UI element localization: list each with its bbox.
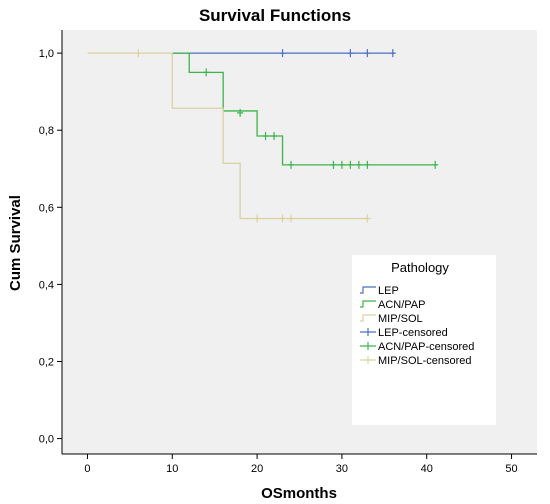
y-tick-label: 0,0 <box>39 434 54 446</box>
x-tick-label: 20 <box>251 463 263 475</box>
y-tick-label: 0,8 <box>39 125 54 137</box>
censor-mark-mip-sol <box>254 214 261 223</box>
x-axis-label: OSmonths <box>261 485 337 502</box>
axes: 0,0 0,2 0,4 0,6 0,8 1,0 0 10 20 30 40 50 <box>39 30 537 475</box>
y-tick-label: 0,2 <box>39 356 54 368</box>
y-tick-label: 0,6 <box>39 202 54 214</box>
legend-swatch-mip-sol <box>360 314 376 322</box>
legend-entry-acn-pap-censored: ACN/PAP-censored <box>378 341 474 353</box>
censor-mark-acn-pap <box>271 132 278 140</box>
series-line-mip-sol <box>87 52 368 220</box>
censor-mark-acn-pap <box>338 160 345 169</box>
censor-mark-acn-pap <box>432 160 439 169</box>
y-tick-label: 1,0 <box>39 48 54 60</box>
censor-mark-lep <box>347 49 354 58</box>
series-layer <box>87 49 439 223</box>
legend: Pathology LEP ACN/PAP MIP/SOL LEP-censored A… <box>352 255 496 425</box>
legend-entry-mip-sol-censored: MIP/SOL-censored <box>378 355 472 367</box>
legend-swatch-lep-censored <box>360 328 376 336</box>
x-tick-label: 30 <box>336 463 348 475</box>
censor-mark-acn-pap <box>203 68 210 77</box>
censor-mark-acn-pap <box>288 160 295 169</box>
censor-mark-lep <box>279 49 286 58</box>
legend-entry-lep: LEP <box>378 285 399 297</box>
x-tick-label: 40 <box>421 463 433 475</box>
legend-swatch-acn-pap-censored <box>360 342 376 350</box>
chart-title: Survival Functions <box>199 6 351 25</box>
legend-title: Pathology <box>391 260 449 275</box>
censor-mark-acn-pap <box>262 132 269 140</box>
legend-swatch-lep <box>360 286 376 294</box>
censor-mark-lep <box>364 49 371 58</box>
legend-entry-acn-pap: ACN/PAP <box>378 299 425 311</box>
censor-mark-mip-sol <box>288 214 295 223</box>
legend-swatch-acn-pap <box>360 300 376 308</box>
legend-swatch-mip-sol-censored <box>360 356 376 364</box>
x-tick-label: 10 <box>166 463 178 475</box>
censor-mark-acn-pap <box>347 160 354 169</box>
censor-mark-mip-sol <box>279 214 286 223</box>
censor-mark-acn-pap <box>237 108 244 117</box>
legend-box <box>352 255 496 425</box>
censor-mark-acn-pap <box>355 160 362 169</box>
y-axis-label: Cum Survival <box>7 195 24 291</box>
censor-mark-lep <box>389 49 396 58</box>
legend-entry-lep-censored: LEP-censored <box>378 327 448 339</box>
censor-mark-mip-sol <box>364 214 371 223</box>
legend-entry-mip-sol: MIP/SOL <box>378 313 423 325</box>
censor-mark-acn-pap <box>364 160 371 169</box>
x-tick-label: 50 <box>505 463 517 475</box>
y-tick-label: 0,4 <box>39 279 54 291</box>
censor-mark-mip-sol <box>135 49 142 58</box>
x-tick-label: 0 <box>84 463 90 475</box>
censor-mark-acn-pap <box>330 160 337 169</box>
